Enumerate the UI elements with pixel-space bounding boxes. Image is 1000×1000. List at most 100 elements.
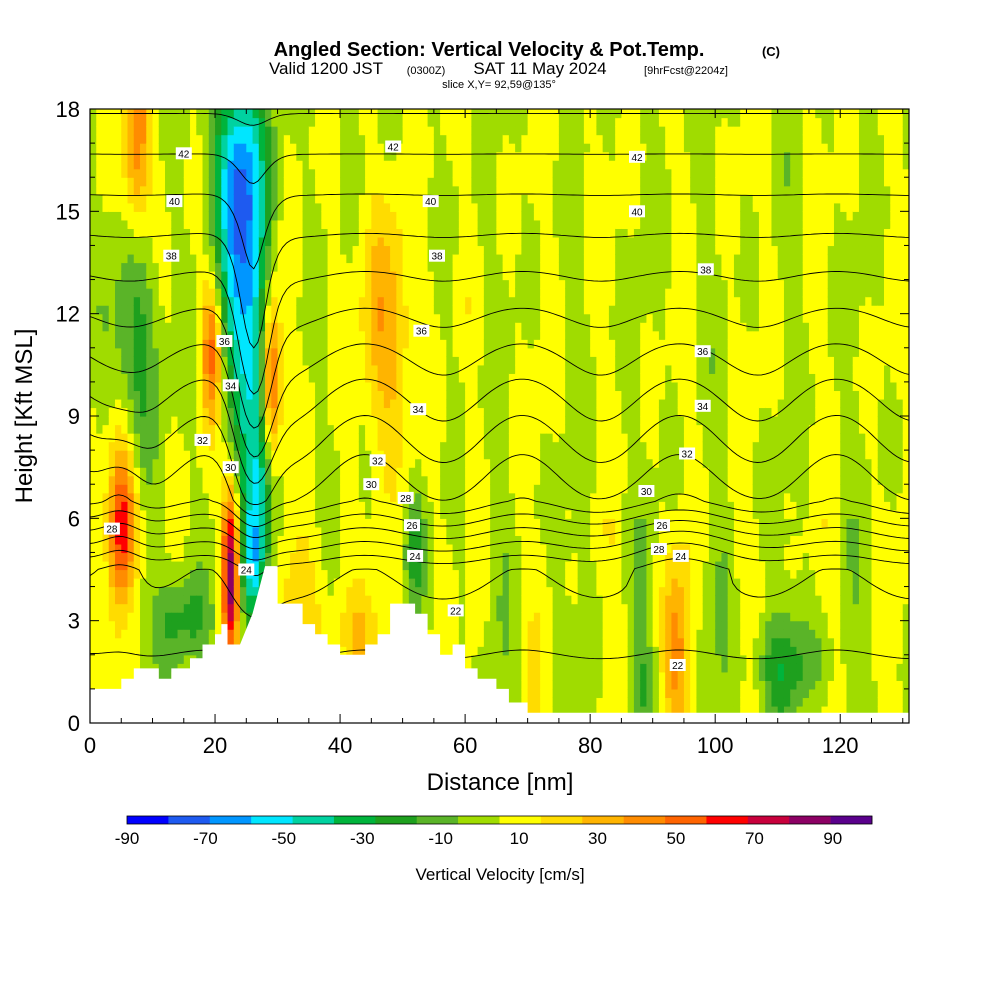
velocity-cell: [483, 160, 491, 170]
velocity-cell: [502, 253, 510, 264]
velocity-cell: [515, 168, 522, 178]
velocity-cell: [352, 560, 360, 571]
chart-title: Angled Section: Vertical Velocity & Pot.…: [274, 39, 705, 61]
velocity-cell: [471, 663, 479, 673]
velocity-cell: [140, 595, 147, 605]
velocity-cell: [252, 236, 260, 247]
velocity-cell: [490, 313, 497, 323]
velocity-cell: [202, 151, 210, 161]
velocity-cell: [440, 629, 447, 639]
velocity-cell: [352, 305, 360, 315]
velocity-cell: [321, 543, 329, 554]
velocity-cell: [208, 407, 216, 417]
velocity-cell: [465, 560, 472, 571]
velocity-cell: [327, 364, 335, 374]
velocity-cell: [265, 177, 272, 187]
velocity-cell: [308, 288, 316, 298]
velocity-cell: [215, 492, 222, 502]
velocity-cell: [477, 194, 485, 204]
velocity-cell: [202, 578, 210, 588]
velocity-cell: [327, 526, 335, 536]
velocity-cell: [315, 219, 322, 229]
velocity-cell: [515, 381, 522, 392]
velocity-cell: [415, 151, 422, 161]
velocity-cell: [196, 177, 204, 187]
velocity-cell: [408, 160, 416, 170]
velocity-cell: [177, 535, 185, 545]
velocity-cell: [296, 271, 304, 281]
velocity-cell: [408, 288, 416, 298]
velocity-cell: [502, 330, 510, 340]
velocity-cell: [302, 151, 310, 161]
velocity-cell: [308, 381, 316, 392]
velocity-cell: [496, 543, 504, 554]
velocity-cell: [340, 381, 347, 392]
velocity-cell: [102, 202, 110, 212]
velocity-cell: [315, 450, 322, 460]
velocity-cell: [471, 151, 479, 161]
velocity-cell: [452, 620, 460, 630]
velocity-cell: [483, 620, 491, 630]
velocity-cell: [496, 381, 504, 392]
velocity-cell: [215, 313, 222, 323]
velocity-cell: [433, 151, 441, 161]
velocity-cell: [483, 467, 491, 477]
velocity-cell: [183, 228, 191, 238]
velocity-cell: [177, 313, 185, 323]
velocity-cell: [377, 612, 385, 622]
velocity-cell: [233, 552, 241, 562]
velocity-cell: [346, 219, 354, 229]
velocity-cell: [115, 612, 122, 622]
velocity-cell: [121, 467, 129, 477]
velocity-cell: [358, 305, 366, 315]
velocity-cell: [346, 620, 354, 630]
velocity-cell: [177, 126, 185, 136]
velocity-cell: [483, 356, 491, 366]
velocity-cell: [502, 586, 510, 596]
velocity-cell: [133, 629, 141, 639]
velocity-cell: [471, 424, 479, 434]
velocity-cell: [365, 356, 372, 366]
velocity-cell: [383, 279, 391, 289]
velocity-cell: [202, 467, 210, 477]
velocity-cell: [240, 467, 247, 477]
velocity-cell: [471, 262, 479, 272]
velocity-cell: [102, 339, 110, 349]
velocity-cell: [152, 416, 160, 426]
velocity-cell: [115, 219, 122, 229]
velocity-cell: [471, 381, 479, 392]
velocity-cell: [240, 202, 247, 212]
velocity-cell: [377, 168, 385, 178]
velocity-cell: [158, 228, 166, 238]
velocity-cell: [271, 475, 279, 485]
velocity-cell: [96, 356, 104, 366]
velocity-cell: [96, 492, 104, 502]
velocity-cell: [90, 680, 97, 690]
velocity-cell: [433, 296, 441, 306]
velocity-cell: [408, 526, 416, 536]
velocity-cell: [346, 347, 354, 357]
velocity-cell: [352, 390, 360, 400]
velocity-cell: [402, 177, 410, 187]
velocity-cell: [508, 484, 516, 494]
velocity-cell: [365, 501, 372, 511]
velocity-cell: [483, 578, 491, 588]
velocity-cell: [146, 458, 154, 468]
velocity-cell: [427, 288, 435, 298]
velocity-cell: [333, 126, 341, 136]
velocity-cell: [415, 160, 422, 170]
velocity-cell: [246, 364, 254, 374]
velocity-cell: [196, 160, 204, 170]
velocity-cell: [352, 347, 360, 357]
velocity-cell: [502, 467, 510, 477]
velocity-cell: [515, 305, 522, 315]
velocity-cell: [396, 253, 404, 264]
velocity-cell: [496, 441, 504, 451]
velocity-cell: [290, 543, 297, 554]
velocity-cell: [521, 697, 529, 707]
velocity-cell: [402, 288, 410, 298]
velocity-cell: [440, 117, 447, 127]
velocity-cell: [477, 433, 485, 443]
velocity-cell: [421, 450, 429, 460]
velocity-cell: [121, 160, 129, 170]
